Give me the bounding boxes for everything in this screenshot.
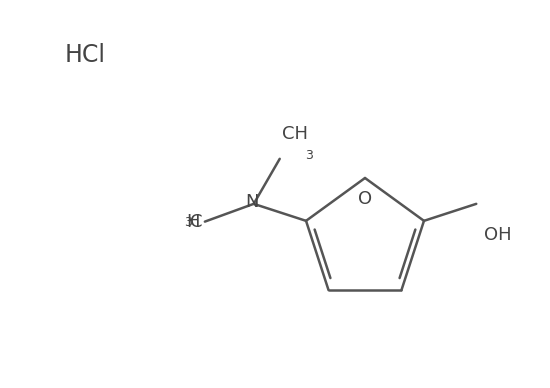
Text: N: N xyxy=(245,193,258,211)
Text: 3: 3 xyxy=(305,149,312,162)
Text: C: C xyxy=(190,213,203,230)
Text: H: H xyxy=(186,213,200,230)
Text: O: O xyxy=(358,190,372,208)
Text: OH: OH xyxy=(484,226,512,244)
Text: 3: 3 xyxy=(184,216,192,229)
Text: HCl: HCl xyxy=(65,43,106,67)
Text: CH: CH xyxy=(282,125,308,143)
